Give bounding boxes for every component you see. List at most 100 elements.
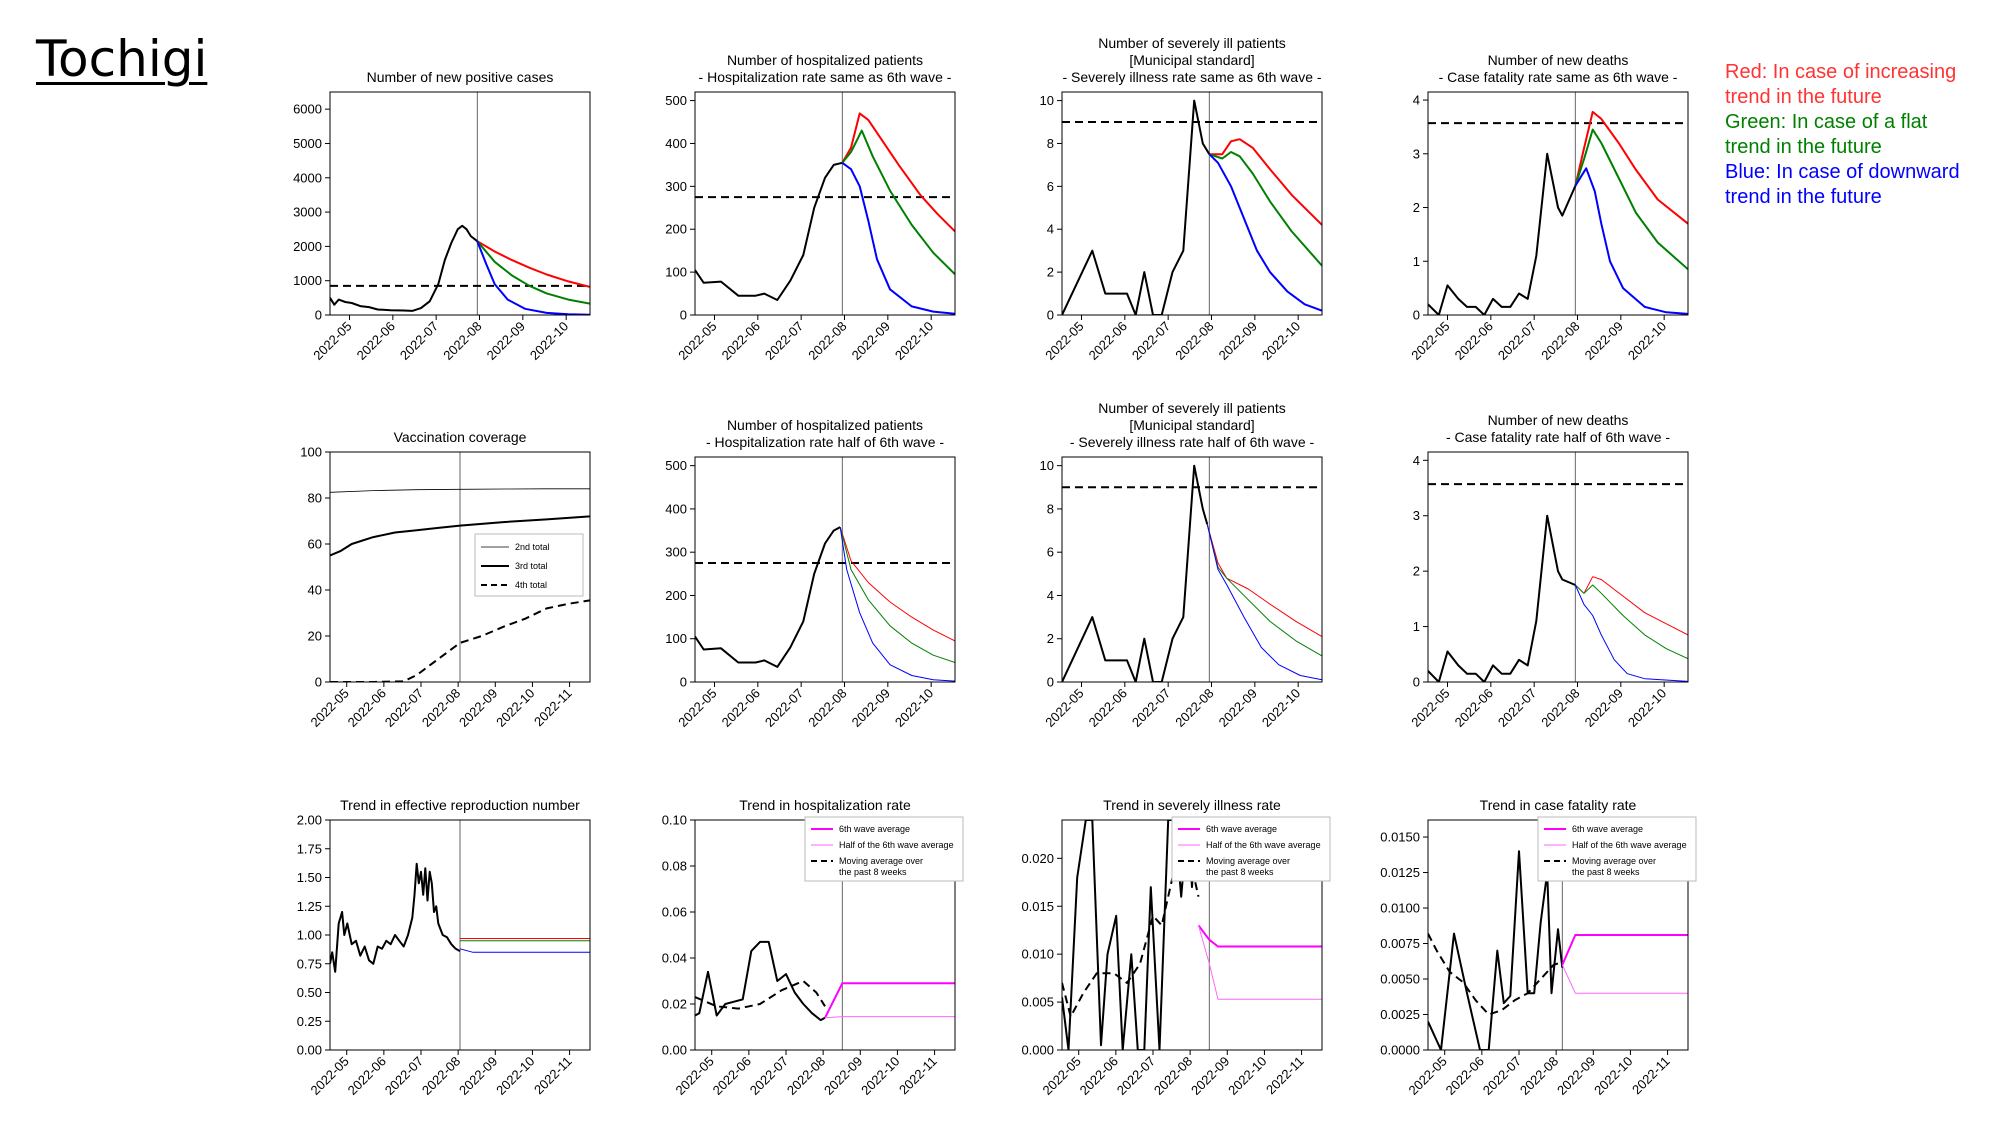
y-tick-label: 0.25 bbox=[297, 1014, 322, 1029]
y-tick-label: 0 bbox=[1047, 675, 1054, 690]
series-line-0 bbox=[1428, 514, 1576, 682]
x-tick-label: 2022-08 bbox=[805, 319, 849, 363]
legend-label: 6th wave average bbox=[1572, 824, 1643, 834]
y-tick-label: 0 bbox=[315, 308, 322, 323]
series-line-3 bbox=[1198, 925, 1322, 1000]
series-line-3 bbox=[1561, 964, 1688, 994]
plot-frame bbox=[329, 451, 591, 683]
y-tick-label: 2 bbox=[1047, 265, 1054, 280]
series-line-1 bbox=[839, 526, 955, 642]
x-tick-label: 2022-07 bbox=[762, 686, 806, 730]
y-tick-label: 400 bbox=[665, 501, 687, 516]
x-tick-label: 2022-05 bbox=[1042, 319, 1086, 363]
series-line-1 bbox=[1209, 138, 1322, 226]
x-tick-label: 2022-08 bbox=[1151, 1054, 1195, 1098]
series-line-1 bbox=[476, 240, 590, 288]
y-tick-label: 0.06 bbox=[662, 905, 687, 920]
y-tick-label: 10 bbox=[1040, 93, 1054, 108]
x-tick-label: 2022-06 bbox=[719, 686, 763, 730]
chart-title: Number of new deaths bbox=[1488, 52, 1629, 68]
chart-title: Number of hospitalized patients bbox=[727, 52, 923, 68]
x-tick-label: 2022-10 bbox=[1259, 686, 1303, 730]
y-tick-label: 1 bbox=[1413, 254, 1420, 269]
plot-frame bbox=[1427, 451, 1689, 683]
chart-title: Trend in hospitalization rate bbox=[739, 797, 911, 813]
x-tick-label: 2022-06 bbox=[1452, 319, 1496, 363]
plot-frame bbox=[694, 456, 956, 683]
legend-box bbox=[1171, 816, 1331, 882]
chart-title: Number of severely ill patients bbox=[1098, 35, 1286, 51]
x-tick-label: 2022-09 bbox=[1188, 1054, 1232, 1098]
y-tick-label: 300 bbox=[665, 545, 687, 560]
y-tick-label: 4 bbox=[1047, 588, 1054, 603]
y-tick-label: 0.0075 bbox=[1380, 936, 1420, 951]
y-tick-label: 0.50 bbox=[297, 985, 322, 1000]
plot-area bbox=[695, 820, 955, 1050]
y-tick-label: 0.015 bbox=[1021, 899, 1054, 914]
y-tick-label: 6000 bbox=[293, 102, 322, 117]
y-tick-label: 0.0050 bbox=[1380, 972, 1420, 987]
series-line-3 bbox=[1208, 153, 1322, 312]
x-tick-label: 2022-07 bbox=[382, 1054, 426, 1098]
x-tick-label: 2022-09 bbox=[821, 1054, 865, 1098]
x-tick-label: 2022-06 bbox=[1077, 1054, 1121, 1098]
chart-hosp-half: Number of hospitalized patients- Hospita… bbox=[665, 417, 956, 730]
y-tick-label: 0 bbox=[1413, 675, 1420, 690]
series-line-3 bbox=[1206, 523, 1322, 681]
y-tick-label: 500 bbox=[665, 93, 687, 108]
series-line-0 bbox=[695, 161, 843, 301]
series-line-2 bbox=[1561, 934, 1688, 966]
note-blue-1: Blue: In case of downward bbox=[1725, 161, 1960, 183]
page-title: Tochigi bbox=[36, 30, 208, 88]
y-tick-label: 100 bbox=[665, 631, 687, 646]
chart-title: Vaccination coverage bbox=[394, 429, 527, 445]
chart-title: Number of hospitalized patients bbox=[727, 417, 923, 433]
plot-area bbox=[1428, 452, 1688, 682]
x-tick-label: 2022-08 bbox=[1538, 319, 1582, 363]
x-tick-label: 2022-09 bbox=[1216, 319, 1260, 363]
x-tick-label: 2022-07 bbox=[747, 1054, 791, 1098]
legend-label: Half of the 6th wave average bbox=[1572, 840, 1687, 850]
y-tick-label: 100 bbox=[665, 265, 687, 280]
x-tick-label: 2022-07 bbox=[1495, 319, 1539, 363]
x-tick-label: 2022-09 bbox=[849, 319, 893, 363]
legend-label: 6th wave average bbox=[839, 824, 910, 834]
x-tick-label: 2022-06 bbox=[345, 1054, 389, 1098]
y-tick-label: 8 bbox=[1047, 136, 1054, 151]
x-tick-label: 2022-06 bbox=[1452, 686, 1496, 730]
chart-title: - Severely illness rate half of 6th wave… bbox=[1070, 434, 1315, 450]
x-tick-label: 2022-06 bbox=[1443, 1054, 1487, 1098]
chart-reproduction: Trend in effective reproduction number 0.… bbox=[297, 797, 591, 1098]
plot-area bbox=[695, 92, 955, 315]
x-tick-label: 2022-06 bbox=[1086, 686, 1130, 730]
chart-title: Trend in effective reproduction number bbox=[340, 797, 580, 813]
series-line-2 bbox=[476, 240, 590, 305]
x-tick-label: 2022-06 bbox=[1086, 319, 1130, 363]
y-tick-label: 0.000 bbox=[1021, 1043, 1054, 1058]
legend-label: Half of the 6th wave average bbox=[1206, 840, 1321, 850]
chart-title: Trend in severely illness rate bbox=[1103, 797, 1281, 813]
legend-label: Moving average over bbox=[1572, 856, 1656, 866]
chart-title: Number of severely ill patients bbox=[1098, 400, 1286, 416]
y-tick-label: 5000 bbox=[293, 136, 322, 151]
x-tick-label: 2022-09 bbox=[456, 1054, 500, 1098]
y-tick-label: 0.010 bbox=[1021, 947, 1054, 962]
x-tick-label: 2022-10 bbox=[892, 686, 936, 730]
y-tick-label: 2 bbox=[1047, 631, 1054, 646]
series-line-0 bbox=[695, 940, 826, 1022]
x-tick-label: 2022-10 bbox=[1225, 1054, 1269, 1098]
x-tick-label: 2022-05 bbox=[1408, 319, 1452, 363]
x-tick-label: 2022-09 bbox=[1216, 686, 1260, 730]
y-tick-label: 0.02 bbox=[662, 997, 687, 1012]
series-line-1 bbox=[1206, 523, 1322, 638]
x-tick-label: 2022-06 bbox=[345, 686, 389, 730]
y-tick-label: 0 bbox=[1047, 308, 1054, 323]
y-tick-label: 0 bbox=[1413, 308, 1420, 323]
x-tick-label: 2022-11 bbox=[531, 1054, 575, 1098]
series-line-0 bbox=[695, 526, 841, 668]
x-tick-label: 2022-09 bbox=[1582, 319, 1626, 363]
series-line-0 bbox=[1428, 152, 1577, 315]
legend-label: Moving average over bbox=[839, 856, 923, 866]
plot-area bbox=[1062, 92, 1322, 315]
y-tick-label: 0 bbox=[315, 675, 322, 690]
